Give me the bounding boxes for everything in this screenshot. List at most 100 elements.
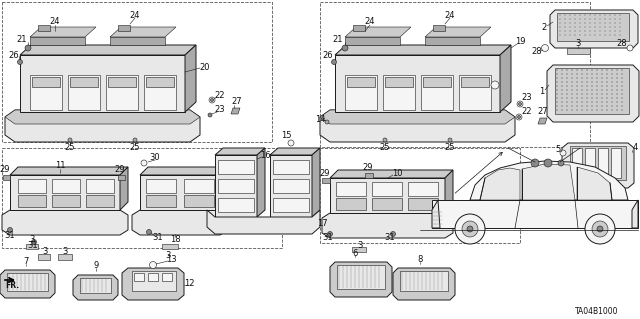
- Circle shape: [601, 81, 603, 83]
- Bar: [585, 148, 595, 178]
- Circle shape: [579, 26, 580, 28]
- Text: 25: 25: [445, 144, 455, 152]
- Circle shape: [572, 69, 573, 71]
- Polygon shape: [118, 25, 130, 31]
- Polygon shape: [140, 175, 220, 210]
- Circle shape: [601, 69, 603, 71]
- Circle shape: [579, 14, 580, 16]
- Circle shape: [209, 97, 215, 103]
- Circle shape: [574, 22, 576, 24]
- Circle shape: [621, 105, 623, 107]
- Text: 29: 29: [115, 166, 125, 174]
- Bar: [70, 77, 98, 87]
- Text: 7: 7: [23, 257, 29, 266]
- Bar: [2, 148, 282, 248]
- Bar: [572, 148, 582, 178]
- Circle shape: [614, 14, 616, 16]
- Polygon shape: [550, 10, 638, 48]
- Circle shape: [572, 109, 573, 111]
- Circle shape: [606, 105, 608, 107]
- Polygon shape: [577, 167, 612, 200]
- Circle shape: [611, 85, 613, 87]
- Circle shape: [141, 160, 147, 166]
- Circle shape: [599, 14, 601, 16]
- Circle shape: [581, 97, 583, 99]
- Circle shape: [611, 105, 613, 107]
- Circle shape: [595, 22, 596, 24]
- Circle shape: [572, 77, 573, 79]
- Text: 3: 3: [357, 241, 363, 249]
- Text: 30: 30: [150, 153, 160, 162]
- Circle shape: [597, 226, 603, 232]
- Circle shape: [591, 85, 593, 87]
- Circle shape: [606, 85, 608, 87]
- Polygon shape: [30, 27, 96, 37]
- Circle shape: [566, 77, 568, 79]
- Circle shape: [586, 69, 588, 71]
- Circle shape: [574, 26, 576, 28]
- Circle shape: [556, 101, 558, 103]
- Circle shape: [621, 109, 623, 111]
- Circle shape: [561, 81, 563, 83]
- Circle shape: [576, 93, 578, 95]
- Circle shape: [596, 73, 598, 75]
- Circle shape: [599, 26, 601, 28]
- Circle shape: [616, 89, 618, 91]
- Circle shape: [288, 140, 294, 146]
- Circle shape: [616, 97, 618, 99]
- Bar: [218, 179, 254, 193]
- Circle shape: [604, 18, 605, 20]
- Circle shape: [581, 77, 583, 79]
- Bar: [144, 75, 176, 110]
- Circle shape: [604, 30, 605, 32]
- Circle shape: [606, 73, 608, 75]
- Circle shape: [570, 26, 571, 28]
- Bar: [336, 198, 366, 210]
- Polygon shape: [38, 25, 50, 31]
- Circle shape: [561, 85, 563, 87]
- Circle shape: [604, 14, 605, 16]
- Circle shape: [589, 26, 591, 28]
- Circle shape: [576, 97, 578, 99]
- Text: 20: 20: [200, 63, 211, 72]
- Circle shape: [596, 89, 598, 91]
- Text: 24: 24: [50, 18, 60, 26]
- Text: 24: 24: [445, 11, 455, 19]
- Circle shape: [574, 14, 576, 16]
- Circle shape: [609, 26, 611, 28]
- Text: TA04B1000: TA04B1000: [575, 308, 618, 316]
- Polygon shape: [330, 262, 392, 297]
- Polygon shape: [538, 118, 547, 124]
- Circle shape: [556, 109, 558, 111]
- Circle shape: [595, 14, 596, 16]
- Circle shape: [208, 113, 212, 117]
- Circle shape: [614, 22, 616, 24]
- Text: 14: 14: [315, 115, 325, 124]
- Circle shape: [616, 105, 618, 107]
- Polygon shape: [270, 148, 320, 155]
- Circle shape: [596, 81, 598, 83]
- Circle shape: [621, 73, 623, 75]
- Bar: [385, 77, 413, 87]
- Circle shape: [561, 69, 563, 71]
- Circle shape: [566, 101, 568, 103]
- Circle shape: [559, 14, 561, 16]
- Circle shape: [620, 22, 621, 24]
- Circle shape: [616, 101, 618, 103]
- Circle shape: [572, 85, 573, 87]
- Bar: [162, 273, 172, 281]
- Circle shape: [17, 60, 22, 64]
- Circle shape: [570, 34, 571, 36]
- Circle shape: [390, 232, 396, 236]
- Polygon shape: [522, 164, 575, 200]
- Bar: [570, 146, 626, 180]
- Polygon shape: [567, 48, 590, 54]
- Polygon shape: [73, 275, 118, 300]
- Bar: [459, 75, 491, 110]
- Text: 22: 22: [215, 91, 225, 100]
- Circle shape: [579, 18, 580, 20]
- Circle shape: [570, 30, 571, 32]
- Circle shape: [531, 159, 539, 167]
- Bar: [7, 273, 48, 291]
- Text: 19: 19: [515, 38, 525, 47]
